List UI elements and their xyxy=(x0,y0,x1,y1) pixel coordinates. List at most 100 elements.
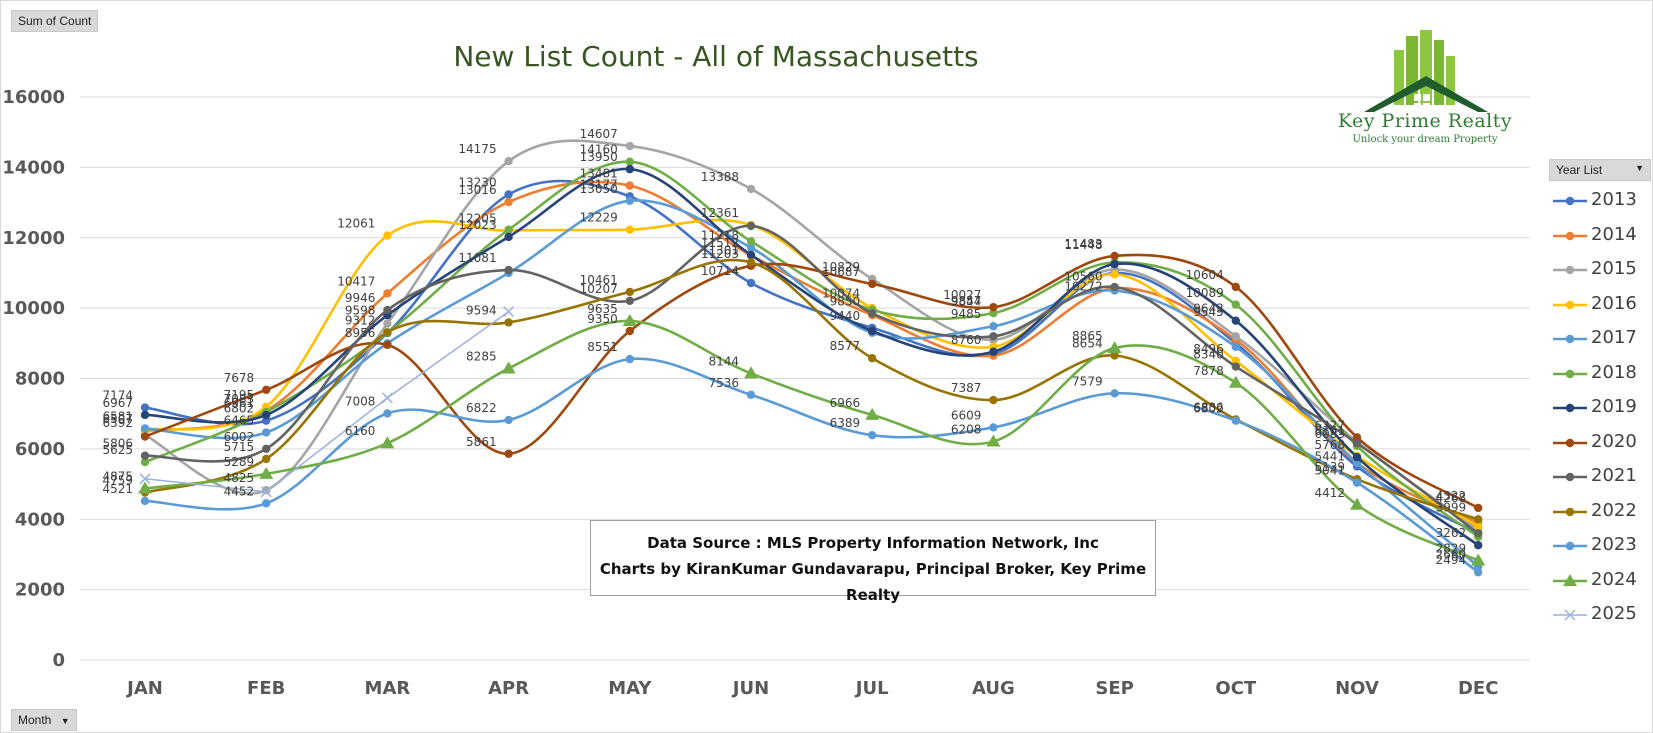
data-label: 8865 xyxy=(1072,329,1103,343)
x-tick-label: APR xyxy=(488,678,529,699)
legend-item-2019[interactable]: 2019 xyxy=(1553,393,1653,428)
data-point-2020 xyxy=(1474,503,1483,513)
data-point-2024 xyxy=(1228,375,1243,388)
legend-marker xyxy=(1565,231,1575,240)
data-point-2022 xyxy=(746,258,756,267)
legend-swatch-2022 xyxy=(1553,507,1587,516)
data-label: 14160 xyxy=(580,143,618,157)
data-label: 7195 xyxy=(224,388,255,402)
data-point-2022 xyxy=(383,328,392,337)
legend-item-2022[interactable]: 2022 xyxy=(1553,497,1653,532)
data-label: 8654 xyxy=(1072,336,1103,350)
legend-swatch-2021 xyxy=(1553,472,1587,482)
series-2019 xyxy=(140,164,1483,550)
data-label: 10829 xyxy=(822,260,860,274)
data-point-2020 xyxy=(140,432,150,441)
data-point-2016 xyxy=(625,225,634,234)
data-point-2024 xyxy=(744,366,758,379)
legend-marker xyxy=(1565,507,1575,516)
data-label: 13230 xyxy=(458,175,496,189)
data-label: 10089 xyxy=(1186,286,1224,300)
data-point-2020 xyxy=(989,302,998,312)
values-field-button[interactable]: Sum of Count xyxy=(11,10,99,32)
data-point-2023 xyxy=(1231,416,1241,425)
legend-label: 2014 xyxy=(1591,223,1637,245)
data-point-2017 xyxy=(262,428,271,437)
data-label: 6967 xyxy=(102,396,133,410)
data-point-2021 xyxy=(1231,362,1241,371)
chart-legend: 2013 2014 2015 2016 2017 2018 2019 2020 2021 2022… xyxy=(1553,186,1653,635)
legend-item-2016[interactable]: 2016 xyxy=(1553,290,1653,325)
data-point-2019 xyxy=(625,164,634,174)
legend-item-2014[interactable]: 2014 xyxy=(1553,221,1653,256)
data-label: 6161 xyxy=(1314,424,1345,438)
data-point-2022 xyxy=(1474,515,1483,524)
axis-field-button[interactable]: Month ▼ xyxy=(11,709,77,731)
data-label: 10272 xyxy=(1064,280,1102,294)
legend-item-2023[interactable]: 2023 xyxy=(1553,531,1653,566)
data-point-2024 xyxy=(1350,497,1364,510)
y-tick-label: 0 xyxy=(52,650,65,671)
legend-item-2024[interactable]: 2024 xyxy=(1553,566,1653,601)
data-label: 5768 xyxy=(1314,438,1345,452)
chart-title: New List Count - All of Massachusetts xyxy=(453,40,979,73)
legend-field-label: Year List xyxy=(1556,163,1603,177)
data-point-2020 xyxy=(625,326,634,336)
data-point-2020 xyxy=(1352,433,1362,442)
data-label: 8340 xyxy=(1193,348,1224,362)
data-label: 4268 xyxy=(1436,491,1467,505)
data-label: 8551 xyxy=(587,340,618,354)
data-point-2025 xyxy=(381,392,393,404)
data-label: 8285 xyxy=(466,349,497,363)
data-label: 8496 xyxy=(1193,342,1224,356)
data-point-2018 xyxy=(1231,300,1241,309)
data-label: 9545 xyxy=(1193,305,1224,319)
legend-item-2013[interactable]: 2013 xyxy=(1553,186,1653,221)
x-tick-label: OCT xyxy=(1215,678,1257,699)
data-label: 5041 xyxy=(1314,464,1345,478)
data-label: 8760 xyxy=(951,333,982,347)
y-tick-label: 4000 xyxy=(15,509,65,530)
data-point-2020 xyxy=(1231,282,1241,292)
data-point-2017 xyxy=(1231,342,1241,352)
data-point-2019 xyxy=(140,410,150,420)
data-point-2021 xyxy=(262,444,271,454)
data-point-2020 xyxy=(868,279,877,289)
data-point-2024 xyxy=(380,436,395,449)
series-2021 xyxy=(140,221,1483,538)
data-label: 5441 xyxy=(1314,450,1345,464)
data-label: 7387 xyxy=(951,381,982,395)
data-label: 6802 xyxy=(1193,402,1224,416)
data-point-2020 xyxy=(1110,251,1119,261)
data-point-2021 xyxy=(868,309,877,318)
legend-item-2017[interactable]: 2017 xyxy=(1553,324,1653,359)
data-point-2021 xyxy=(746,221,756,231)
data-label: 5715 xyxy=(224,440,255,454)
y-tick-label: 2000 xyxy=(15,580,65,601)
legend-item-2021[interactable]: 2021 xyxy=(1553,462,1653,497)
legend-item-2018[interactable]: 2018 xyxy=(1553,359,1653,394)
series-line-2023 xyxy=(144,357,1479,574)
data-point-2021 xyxy=(140,451,150,460)
data-label: 10461 xyxy=(580,273,618,287)
legend-marker xyxy=(1565,472,1575,482)
data-point-2015 xyxy=(746,184,756,194)
data-point-2014 xyxy=(383,289,392,298)
data-point-2014 xyxy=(625,181,634,190)
data-point-2019 xyxy=(1352,452,1362,462)
data-label: 10417 xyxy=(337,274,375,288)
data-point-2021 xyxy=(1110,282,1119,292)
y-tick-label: 10000 xyxy=(2,298,65,319)
data-point-2019 xyxy=(262,410,271,420)
legend-swatch-2024 xyxy=(1553,573,1587,586)
data-label: 7174 xyxy=(102,389,133,403)
legend-item-2015[interactable]: 2015 xyxy=(1553,255,1653,290)
data-point-2024 xyxy=(138,481,152,494)
series-line-2025 xyxy=(144,311,510,493)
legend-field-button[interactable]: Year List ▼ xyxy=(1549,159,1651,181)
data-label: 4825 xyxy=(224,471,255,485)
data-label: 9485 xyxy=(951,307,982,321)
legend-item-2025[interactable]: 2025 xyxy=(1553,600,1653,635)
legend-item-2020[interactable]: 2020 xyxy=(1553,428,1653,463)
legend-swatch-2013 xyxy=(1553,196,1587,206)
